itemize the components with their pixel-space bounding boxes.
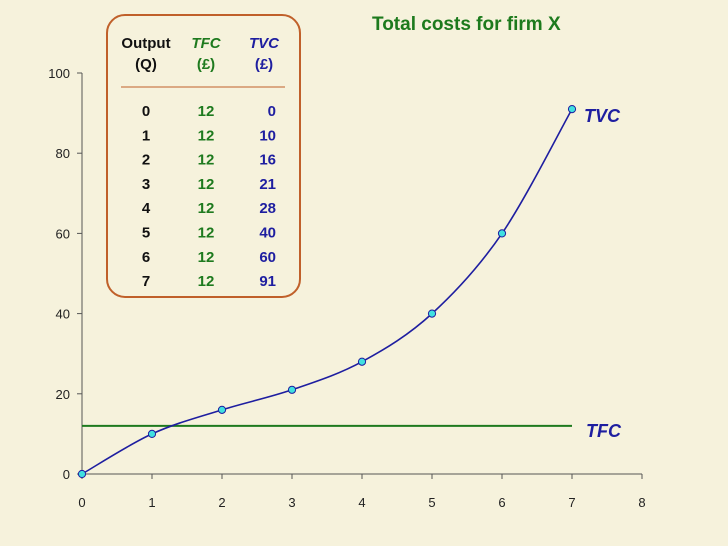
table-row: 5 12 40 [142,225,276,242]
chart-title: Total costs for firm X [372,14,561,35]
table-header-tvc: TVC [249,35,280,52]
table-cell-tfc: 12 [198,249,215,266]
tvc-curve-label: TVC [584,106,621,126]
table-header-tfc: TFC [191,35,221,52]
x-tick-label: 0 [78,495,85,510]
tvc-data-point [567,104,577,114]
table-cell-output: 3 [142,176,150,193]
x-tick-label: 7 [568,495,575,510]
table-row: 7 12 91 [142,273,276,290]
x-tick-label: 8 [638,495,645,510]
y-tick-label: 100 [48,66,70,81]
table-cell-tvc: 28 [259,200,276,217]
table-header-tfc-unit: (£) [197,56,215,73]
y-tick-label: 20 [56,387,70,402]
tvc-data-point [147,429,157,438]
table-row: 2 12 16 [142,152,276,169]
y-tick-label: 0 [63,467,70,482]
tfc-line-label: TFC [586,421,622,441]
table-cell-tfc: 12 [198,225,215,242]
table-cell-tfc: 12 [198,127,215,144]
table-row: 3 12 21 [142,176,276,193]
table-cell-output: 2 [142,152,150,169]
table-row: 6 12 60 [142,249,276,266]
x-tick-label: 2 [218,495,225,510]
table-row: 4 12 28 [142,200,276,217]
table-cell-tfc: 12 [198,152,215,169]
series-layer [77,104,577,479]
y-tick-label: 40 [56,307,70,322]
table-cell-tvc: 0 [268,103,276,120]
cost-table: Output (Q) TFC (£) TVC (£) 0 12 0 1 12 10 2 12 16 3 12 21… [106,14,301,298]
table-cell-tfc: 12 [198,200,215,217]
table-header-output: Output [121,35,170,52]
y-tick-label: 60 [56,226,70,241]
table-cell-output: 0 [142,103,150,120]
table-cell-tfc: 12 [198,103,215,120]
table-frame [106,14,301,298]
table-cell-tfc: 12 [198,273,215,290]
tvc-data-point [427,309,437,318]
table-cell-tvc: 91 [259,273,276,290]
table-cell-output: 4 [142,200,151,217]
table-cell-tvc: 21 [259,176,276,193]
table-cell-tvc: 40 [259,225,276,242]
table-header-tvc-unit: (£) [255,56,273,73]
table-cell-tvc: 60 [259,249,276,266]
x-tick-label: 3 [288,495,295,510]
tvc-data-point [77,469,87,479]
table-cell-output: 1 [142,127,150,144]
x-tick-label: 5 [428,495,435,510]
y-tick-label: 80 [56,146,70,161]
table-cell-output: 7 [142,273,150,290]
x-tick-label: 6 [498,495,505,510]
table-row: 1 12 10 [142,127,276,144]
table-cell-output: 6 [142,249,150,266]
table-cell-tvc: 10 [259,127,276,144]
table-cell-tfc: 12 [198,176,215,193]
tvc-data-point [497,229,507,238]
x-tick-label: 4 [358,495,365,510]
table-row: 0 12 0 [142,103,276,120]
table-cell-output: 5 [142,225,150,242]
table-cell-tvc: 16 [259,152,276,169]
tvc-data-point [217,405,227,414]
table-header-output-unit: (Q) [135,56,157,73]
tvc-data-point [287,385,297,394]
x-tick-label: 1 [148,495,155,510]
tvc-data-point [357,357,367,366]
